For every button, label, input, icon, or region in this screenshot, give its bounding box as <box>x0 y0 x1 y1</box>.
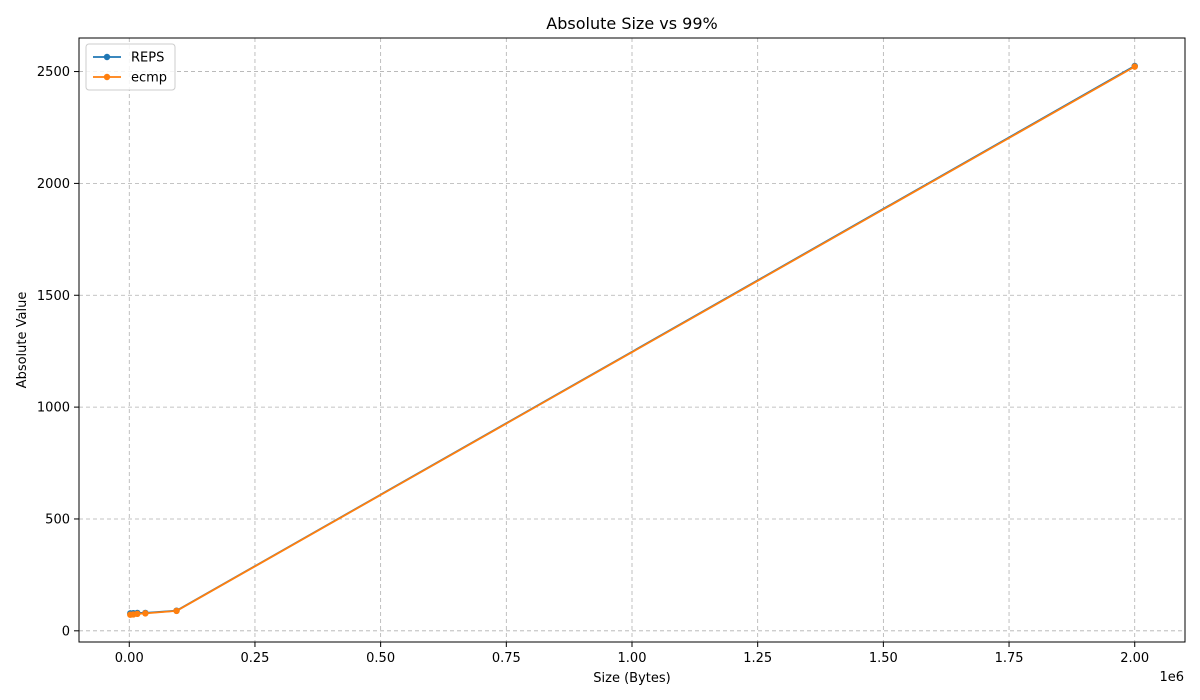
legend-label: ecmp <box>131 71 167 86</box>
x-tick-label: 0.00 <box>115 651 144 666</box>
y-axis: 0 500 1000 1500 2000 2500 <box>37 65 79 639</box>
y-tick-label: 1000 <box>37 401 70 416</box>
legend-marker <box>103 53 111 61</box>
x-tick-label: 0.25 <box>240 651 269 666</box>
legend-label: REPS <box>131 51 164 66</box>
x-axis-label: Size (Bytes) <box>593 671 670 686</box>
x-axis: 0.00 0.25 0.50 0.75 1.00 1.25 1.50 1.75 2.00 <box>115 642 1149 666</box>
data-point <box>173 607 180 615</box>
series-ecmp <box>127 63 1138 618</box>
y-tick-label: 1500 <box>37 289 70 304</box>
y-axis-label: Absolute Value <box>15 292 30 389</box>
data-point <box>142 610 149 617</box>
y-tick-label: 2500 <box>37 65 70 80</box>
y-tick-label: 0 <box>62 624 70 639</box>
y-tick-label: 500 <box>45 512 70 527</box>
x-tick-label: 1.75 <box>995 651 1024 666</box>
legend: REPS ecmp <box>85 43 176 91</box>
data-point <box>134 610 141 618</box>
x-tick-label: 1.50 <box>869 651 898 666</box>
x-tick-label: 1.00 <box>618 651 647 666</box>
legend-item-reps: REPS <box>93 51 164 66</box>
x-offset-label: 1e6 <box>1159 670 1184 685</box>
legend-marker <box>103 73 111 81</box>
chart-title: Absolute Size vs 99% <box>546 14 717 33</box>
x-tick-label: 2.00 <box>1120 651 1149 666</box>
x-tick-label: 0.75 <box>492 651 521 666</box>
x-tick-label: 1.25 <box>743 651 772 666</box>
series-group <box>127 62 1138 618</box>
legend-item-ecmp: ecmp <box>93 71 167 86</box>
x-tick-label: 0.50 <box>366 651 395 666</box>
data-point <box>1131 63 1138 70</box>
grid <box>79 38 1185 642</box>
y-tick-label: 2000 <box>37 177 70 192</box>
